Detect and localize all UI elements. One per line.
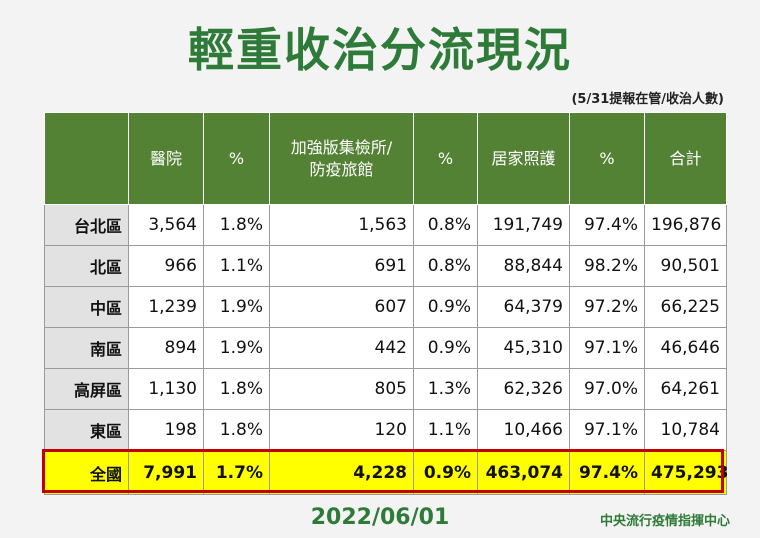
table-cell: 46,646 [644,327,727,369]
header-home-care-pct: % [569,112,645,205]
table-cell: 1.3% [413,368,478,410]
header-total: 合計 [644,112,727,205]
table-cell: 98.2% [569,245,645,287]
table-cell: 97.0% [569,368,645,410]
table-cell: 10,784 [644,409,727,451]
header-quarantine: 加強版集檢所/ 防疫旅館 [269,112,414,205]
table-cell: 1.8% [203,204,270,246]
table-cell: 97.4% [569,204,645,246]
table-cell: 90,501 [644,245,727,287]
data-table: 醫院 % 加強版集檢所/ 防疫旅館 % 居家照護 % 合計 台北區 3,564 … [44,112,728,495]
total-cell: 0.9% [413,450,478,495]
total-cell: 475,293 [644,450,728,495]
table-cell: 1.8% [203,368,270,410]
table-cell: 1.9% [203,286,270,328]
total-cell: 1.7% [203,450,270,495]
table-row: 中區 1,239 1.9% 607 0.9% 64,379 97.2% 66,2… [44,286,727,328]
table-cell: 97.1% [569,327,645,369]
table-cell: 3,564 [128,204,204,246]
region-cell: 北區 [44,245,129,287]
table-cell: 805 [269,368,414,410]
page-subtitle: (5/31提報在管/收治人數) [571,92,724,107]
table-cell: 894 [128,327,204,369]
header-home-care: 居家照護 [477,112,570,205]
page-title: 輕重收治分流現況 [188,23,572,77]
table-cell: 607 [269,286,414,328]
table-cell: 64,261 [644,368,727,410]
table-cell: 0.9% [413,327,478,369]
table-cell: 1.8% [203,409,270,451]
table-cell: 442 [269,327,414,369]
table-row: 台北區 3,564 1.8% 1,563 0.8% 191,749 97.4% … [44,204,727,246]
header-hospital: 醫院 [128,112,204,205]
report-date: 2022/06/01 [310,505,450,530]
table-cell: 45,310 [477,327,570,369]
table-cell: 1,130 [128,368,204,410]
table-cell: 10,466 [477,409,570,451]
table-cell: 120 [269,409,414,451]
region-cell: 高屏區 [44,368,129,410]
table-cell: 1,563 [269,204,414,246]
total-cell: 7,991 [128,450,204,495]
region-cell: 南區 [44,327,129,369]
region-cell: 東區 [44,409,129,451]
table-cell: 88,844 [477,245,570,287]
table-cell: 97.1% [569,409,645,451]
table-row: 北區 966 1.1% 691 0.8% 88,844 98.2% 90,501 [44,245,727,287]
source-org: 中央流行疫情指揮中心 [599,514,730,529]
table-header-row: 醫院 % 加強版集檢所/ 防疫旅館 % 居家照護 % 合計 [44,112,727,205]
total-row: 全國 7,991 1.7% 4,228 0.9% 463,074 97.4% 4… [44,450,728,495]
table-cell: 198 [128,409,204,451]
table-cell: 64,379 [477,286,570,328]
total-cell: 97.4% [569,450,645,495]
table-cell: 0.8% [413,204,478,246]
table-cell: 1,239 [128,286,204,328]
table-cell: 1.1% [413,409,478,451]
header-corner [44,112,129,205]
table-cell: 0.8% [413,245,478,287]
table-cell: 196,876 [644,204,727,246]
total-label: 全國 [44,450,129,495]
total-cell: 463,074 [477,450,570,495]
table-cell: 191,749 [477,204,570,246]
table-row: 南區 894 1.9% 442 0.9% 45,310 97.1% 46,646 [44,327,727,369]
region-cell: 台北區 [44,204,129,246]
table-cell: 62,326 [477,368,570,410]
header-quarantine-pct: % [413,112,478,205]
header-quarantine-label: 加強版集檢所/ 防疫旅館 [290,137,393,179]
table-row: 高屏區 1,130 1.8% 805 1.3% 62,326 97.0% 64,… [44,368,727,410]
header-hospital-pct: % [203,112,270,205]
region-cell: 中區 [44,286,129,328]
table-cell: 66,225 [644,286,727,328]
table-cell: 966 [128,245,204,287]
table-cell: 1.9% [203,327,270,369]
table-cell: 0.9% [413,286,478,328]
table-row: 東區 198 1.8% 120 1.1% 10,466 97.1% 10,784 [44,409,727,451]
table-cell: 691 [269,245,414,287]
table-cell: 1.1% [203,245,270,287]
table-cell: 97.2% [569,286,645,328]
total-cell: 4,228 [269,450,414,495]
